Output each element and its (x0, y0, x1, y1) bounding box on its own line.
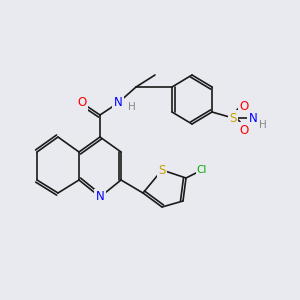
Text: H: H (128, 102, 136, 112)
Text: N: N (249, 112, 257, 124)
Text: N: N (96, 190, 104, 203)
Text: H: H (259, 120, 267, 130)
Text: Cl: Cl (197, 165, 207, 175)
Text: N: N (114, 97, 122, 110)
Text: H: H (128, 102, 136, 112)
Text: S: S (229, 112, 237, 124)
Text: S: S (158, 164, 166, 176)
Text: O: O (239, 124, 249, 136)
Text: O: O (239, 100, 249, 112)
Text: O: O (77, 97, 87, 110)
